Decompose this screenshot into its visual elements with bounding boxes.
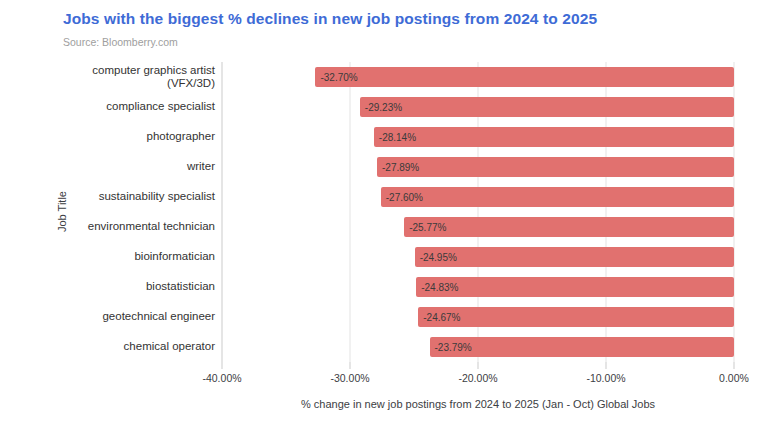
- category-label: environmental technician: [60, 212, 215, 242]
- bar-row: -25.77%: [222, 212, 734, 242]
- bar-row: -27.89%: [222, 152, 734, 182]
- bar-row: -29.23%: [222, 92, 734, 122]
- bar-row: -32.70%: [222, 62, 734, 92]
- x-axis-tick-labels: -40.00%-30.00%-20.00%-10.00%0.00%: [222, 372, 734, 386]
- category-axis: computer graphics artist (VFX/3D)complia…: [60, 62, 215, 362]
- bar[interactable]: -27.60%: [381, 187, 734, 207]
- bar-row: -24.83%: [222, 272, 734, 302]
- bar-value-label: -29.23%: [360, 102, 402, 113]
- bar-row: -24.67%: [222, 302, 734, 332]
- chart-source: Source: Bloomberry.com: [63, 36, 178, 48]
- bar[interactable]: -24.95%: [415, 247, 734, 267]
- bar-value-label: -27.60%: [381, 192, 423, 203]
- bar-row: -24.95%: [222, 242, 734, 272]
- x-tick-label: -30.00%: [330, 372, 369, 384]
- x-tick: [222, 362, 223, 369]
- bar-value-label: -28.14%: [374, 132, 416, 143]
- bar[interactable]: -28.14%: [374, 127, 734, 147]
- bar[interactable]: -32.70%: [315, 67, 734, 87]
- category-label: photographer: [60, 122, 215, 152]
- bar-value-label: -24.83%: [416, 282, 458, 293]
- plot-area: -32.70% -29.23% -28.14% -27.89% -27.60% -25.7…: [222, 62, 734, 362]
- x-tick-label: -10.00%: [586, 372, 625, 384]
- category-label: geotechnical engineer: [60, 302, 215, 332]
- category-label: bioinformatician: [60, 242, 215, 272]
- bar-value-label: -32.70%: [315, 72, 357, 83]
- bar[interactable]: -23.79%: [430, 337, 735, 357]
- bar-row: -28.14%: [222, 122, 734, 152]
- x-tick-label: -40.00%: [202, 372, 241, 384]
- bar[interactable]: -27.89%: [377, 157, 734, 177]
- bar[interactable]: -24.67%: [418, 307, 734, 327]
- bar-value-label: -24.95%: [415, 252, 457, 263]
- bar-value-label: -27.89%: [377, 162, 419, 173]
- chart-title: Jobs with the biggest % declines in new …: [63, 10, 597, 28]
- bar-value-label: -25.77%: [404, 222, 446, 233]
- x-tick: [478, 362, 479, 369]
- category-label: compliance specialist: [60, 92, 215, 122]
- category-label: chemical operator: [60, 332, 215, 362]
- x-tick: [606, 362, 607, 369]
- bar-value-label: -23.79%: [430, 342, 472, 353]
- category-label: writer: [60, 152, 215, 182]
- category-label: sustainability specialist: [60, 182, 215, 212]
- bar-row: -27.60%: [222, 182, 734, 212]
- x-tick-label: 0.00%: [719, 372, 749, 384]
- x-axis-title: % change in new job postings from 2024 t…: [222, 398, 734, 410]
- x-tick-label: -20.00%: [458, 372, 497, 384]
- x-tick: [734, 362, 735, 369]
- bar-series: -32.70% -29.23% -28.14% -27.89% -27.60% -25.7…: [222, 62, 734, 362]
- chart-figure: Jobs with the biggest % declines in new …: [0, 0, 768, 430]
- x-axis-ticks: [222, 362, 734, 369]
- bar[interactable]: -24.83%: [416, 277, 734, 297]
- category-label: computer graphics artist (VFX/3D): [60, 62, 215, 92]
- bar-row: -23.79%: [222, 332, 734, 362]
- bar[interactable]: -25.77%: [404, 217, 734, 237]
- bar[interactable]: -29.23%: [360, 97, 734, 117]
- bar-value-label: -24.67%: [418, 312, 460, 323]
- category-label: biostatistician: [60, 272, 215, 302]
- x-tick: [350, 362, 351, 369]
